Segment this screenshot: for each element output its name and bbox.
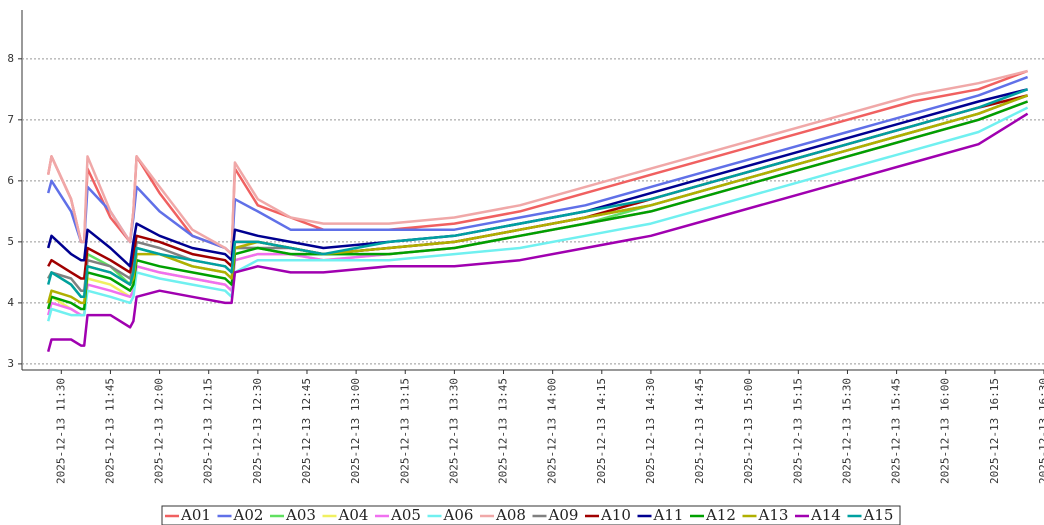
x-tick-label: 2025-12-13 15:15 (791, 378, 804, 484)
x-tick-label: 2025-12-13 16:15 (988, 378, 1001, 484)
x-tick-label: 2025-12-13 14:15 (595, 378, 608, 484)
x-tick-label: 2025-12-13 16:00 (939, 378, 952, 484)
legend-label: A01 (180, 506, 211, 524)
x-tick-label: 2025-12-13 15:00 (742, 378, 755, 484)
legend-label: A09 (548, 506, 579, 524)
series-line (46, 100, 1029, 317)
series-line (46, 69, 1028, 256)
y-tick-label: 6 (7, 174, 14, 187)
x-tick-label: 2025-12-13 15:45 (890, 378, 903, 484)
legend-label: A03 (285, 506, 316, 524)
x-tick-label: 2025-12-13 13:00 (349, 378, 362, 484)
legend-label: A14 (810, 506, 841, 524)
legend-label: A06 (443, 506, 474, 524)
x-tick-label: 2025-12-13 16:30 (1037, 378, 1044, 484)
x-tick-label: 2025-12-13 13:15 (398, 378, 411, 484)
x-tick-label: 2025-12-13 15:30 (840, 378, 853, 484)
x-tick-label: 2025-12-13 13:45 (497, 378, 510, 484)
x-tick-label: 2025-12-13 12:00 (153, 378, 166, 484)
y-tick-label: 3 (7, 357, 14, 370)
legend-label: A15 (863, 506, 894, 524)
x-tick-label: 2025-12-13 14:30 (644, 378, 657, 484)
legend-label: A12 (705, 506, 736, 524)
y-tick-label: 4 (7, 296, 14, 309)
y-tick-label: 7 (7, 113, 14, 126)
x-tick-label: 2025-12-13 14:00 (546, 378, 559, 484)
series-line (46, 88, 1029, 299)
x-tick-label: 2025-12-13 12:45 (300, 378, 313, 484)
y-tick-label: 5 (7, 235, 14, 248)
series-line (46, 88, 1028, 268)
x-tick-label: 2025-12-13 12:15 (202, 378, 215, 484)
series-line (46, 112, 1029, 353)
legend-label: A04 (338, 506, 369, 524)
x-tick-label: 2025-12-13 11:45 (103, 378, 116, 484)
legend-label: A11 (653, 506, 684, 524)
x-tick-label: 2025-12-13 12:30 (251, 378, 264, 484)
legend-box (161, 505, 901, 525)
legend-label: A05 (390, 506, 421, 524)
x-tick-label: 2025-12-13 11:30 (54, 378, 67, 484)
x-tick-label: 2025-12-13 13:30 (447, 378, 460, 484)
legend-label: A08 (495, 506, 526, 524)
legend-label: A02 (233, 506, 264, 524)
legend: A01 A02 A03 A04 A05 A06 A08 A09 A10 A11 A12 A13 A14 A… (161, 505, 901, 525)
y-tick-label: 8 (7, 52, 14, 65)
series-line (46, 100, 1029, 317)
legend-label: A10 (600, 506, 631, 524)
legend-label: A13 (758, 506, 789, 524)
x-tick-label: 2025-12-13 14:45 (693, 378, 706, 484)
